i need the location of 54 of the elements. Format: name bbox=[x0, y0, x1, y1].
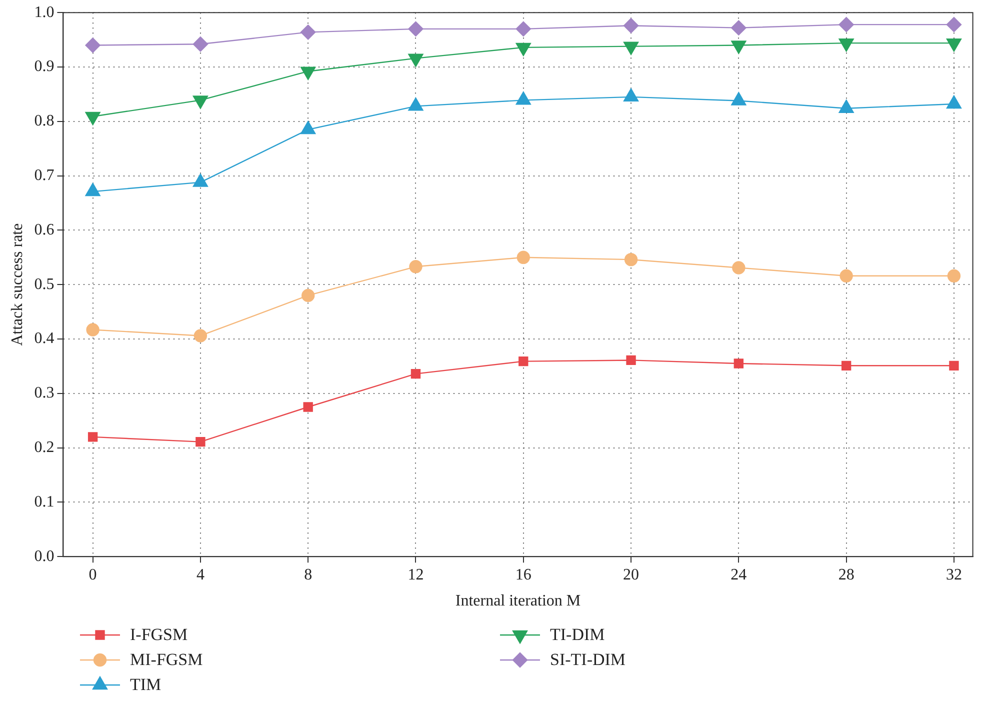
y-tick-label: 1.0 bbox=[34, 4, 54, 21]
y-axis-title: Attack success rate bbox=[8, 223, 26, 346]
point bbox=[840, 269, 853, 282]
y-tick-label: 0.3 bbox=[34, 384, 54, 402]
point bbox=[624, 252, 638, 266]
x-tick-label: 24 bbox=[730, 566, 747, 584]
point bbox=[194, 329, 208, 342]
y-tick-label: 0.4 bbox=[34, 330, 54, 348]
point bbox=[409, 260, 422, 274]
legend-label: MI-FGSM bbox=[130, 650, 203, 670]
point bbox=[192, 36, 208, 52]
point bbox=[408, 21, 424, 37]
point bbox=[410, 368, 421, 379]
x-tick-label: 16 bbox=[515, 566, 532, 584]
x-tick-label: 8 bbox=[304, 566, 312, 584]
point bbox=[947, 269, 961, 282]
point bbox=[949, 360, 959, 370]
point bbox=[516, 250, 530, 264]
legend-label: I-FGSM bbox=[130, 624, 188, 644]
legend-label: SI-TI-DIM bbox=[550, 650, 626, 670]
x-tick-label: 28 bbox=[838, 566, 854, 584]
y-tick-label: 0.8 bbox=[34, 112, 54, 130]
x-tick-label: 0 bbox=[88, 566, 97, 584]
x-tick-label: 32 bbox=[946, 566, 962, 584]
y-tick-label: 0.1 bbox=[34, 493, 54, 510]
y-tick-label: 0.7 bbox=[34, 167, 54, 184]
y-tick-label: 0.5 bbox=[34, 276, 54, 293]
y-tick-label: 0.6 bbox=[34, 221, 54, 238]
point bbox=[85, 38, 100, 53]
y-tick-label: 0.2 bbox=[34, 439, 54, 456]
point bbox=[300, 24, 316, 40]
point bbox=[86, 323, 100, 336]
point bbox=[841, 360, 852, 370]
point bbox=[88, 432, 98, 442]
y-tick-label: 0.0 bbox=[34, 548, 54, 565]
x-tick-label: 4 bbox=[196, 566, 204, 584]
point bbox=[732, 261, 746, 274]
point bbox=[516, 21, 531, 37]
point bbox=[301, 288, 315, 302]
point bbox=[626, 355, 636, 366]
x-axis-title: Internal iteration M bbox=[455, 592, 581, 610]
point bbox=[623, 18, 639, 34]
x-tick-label: 12 bbox=[408, 566, 424, 584]
point bbox=[838, 16, 854, 32]
point bbox=[946, 16, 962, 32]
point bbox=[303, 402, 313, 412]
y-tick-label: 0.9 bbox=[34, 58, 54, 76]
legend-label: TI-DIM bbox=[550, 624, 605, 644]
point bbox=[196, 436, 206, 447]
x-tick-label: 20 bbox=[623, 566, 640, 584]
legend-label: TIM bbox=[130, 674, 162, 694]
point bbox=[731, 20, 746, 36]
point bbox=[734, 358, 744, 368]
point bbox=[518, 356, 528, 366]
